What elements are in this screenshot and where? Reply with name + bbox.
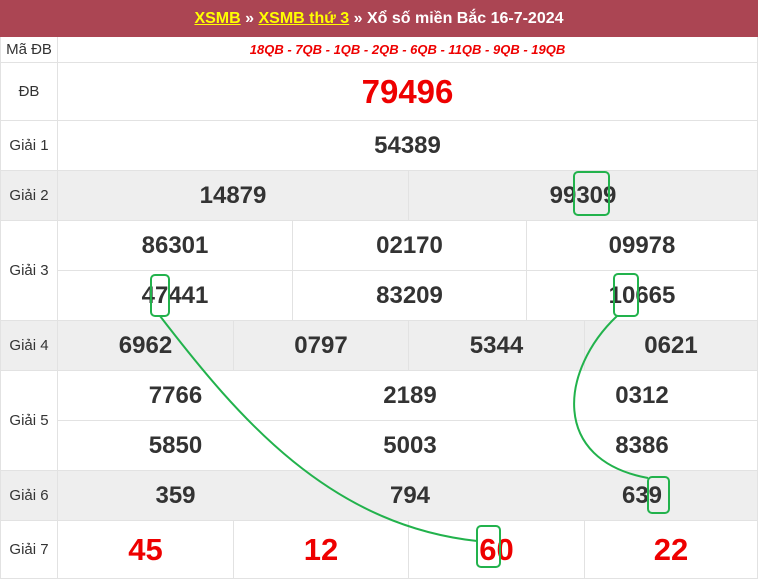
separator: » [349,9,367,27]
prize-6-number: 359 [58,471,293,521]
prize-5-number: 8386 [527,421,758,471]
label-g6: Giải 6 [0,471,58,521]
highlight-box [573,171,610,216]
prize-3-number: 86301 [58,221,293,271]
prize-6-number: 639 [527,471,758,521]
page-header: XSMB » XSMB thứ 3 » Xổ số miền Bắc 16-7-… [0,0,758,37]
label-g1: Giải 1 [0,121,58,171]
prize-2-number: 99309 [409,171,758,221]
prize-2-number: 14879 [58,171,409,221]
highlight-box [150,274,170,317]
prize-5-number: 5850 [58,421,293,471]
label-g4: Giải 4 [0,321,58,371]
prize-5-number: 7766 [58,371,293,421]
prize-5-number: 2189 [293,371,527,421]
prize-4-number: 5344 [409,321,585,371]
highlight-box [647,476,670,514]
label-db: ĐB [0,63,58,121]
xsmb-tuesday-link[interactable]: XSMB thứ 3 [258,9,350,27]
separator: » [240,9,259,27]
connector-curve [159,315,478,542]
label-g5: Giải 5 [0,371,58,471]
prize-3-number: 47441 [58,271,293,321]
prize-4-number: 0621 [585,321,758,371]
page-title: Xổ số miền Bắc 16-7-2024 [366,9,564,27]
prize-6-number: 794 [293,471,527,521]
label-madb: Mã ĐB [0,37,58,63]
prize-3-number: 10665 [527,271,758,321]
prize-4-number: 6962 [58,321,234,371]
xsmb-link[interactable]: XSMB [194,9,241,27]
label-g3: Giải 3 [0,221,58,321]
connector-curve [573,315,649,479]
prize-3-number: 83209 [293,271,527,321]
prize-3-number: 02170 [293,221,527,271]
label-g2: Giải 2 [0,171,58,221]
prize-5-number: 5003 [293,421,527,471]
prize-4-number: 0797 [234,321,409,371]
highlight-box [476,525,501,568]
highlight-box [613,273,639,317]
